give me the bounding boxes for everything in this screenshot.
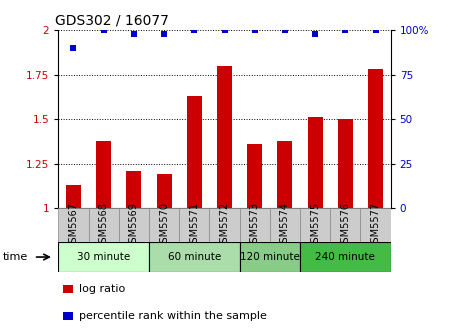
Text: GSM5572: GSM5572 (220, 202, 229, 249)
Point (130, 31, 137, 37)
Bar (338, 119, 353, 208)
Bar (58, 242, 149, 272)
Text: GSM5574: GSM5574 (280, 202, 290, 249)
Bar (277, 141, 292, 208)
Text: GSM5568: GSM5568 (99, 202, 109, 249)
Point (312, 31, 319, 37)
Bar (126, 171, 141, 208)
Text: GSM5567: GSM5567 (69, 202, 79, 249)
Point (342, 28, 349, 33)
Text: GSM5576: GSM5576 (340, 202, 350, 249)
Bar (308, 118, 323, 208)
Point (282, 28, 289, 33)
Text: 240 minute: 240 minute (315, 252, 375, 262)
Bar (247, 144, 262, 208)
Bar (240, 208, 270, 242)
Text: GSM5569: GSM5569 (129, 202, 139, 249)
Bar (361, 208, 391, 242)
Text: percentile rank within the sample: percentile rank within the sample (79, 311, 267, 321)
Bar (240, 242, 300, 272)
Text: 60 minute: 60 minute (167, 252, 221, 262)
Text: GSM5571: GSM5571 (189, 202, 199, 249)
Point (70, 45, 77, 51)
Bar (270, 208, 300, 242)
Bar (179, 208, 209, 242)
Bar (187, 96, 202, 208)
Text: 30 minute: 30 minute (77, 252, 130, 262)
Text: log ratio: log ratio (79, 284, 126, 294)
Text: time: time (2, 252, 27, 262)
Bar (330, 208, 361, 242)
Text: GSM5570: GSM5570 (159, 202, 169, 249)
Bar (119, 208, 149, 242)
Bar (149, 208, 179, 242)
Point (372, 28, 379, 33)
Text: GSM5577: GSM5577 (370, 202, 380, 249)
Bar (300, 208, 330, 242)
Text: 120 minute: 120 minute (240, 252, 300, 262)
Point (221, 28, 228, 33)
Point (160, 31, 167, 37)
Bar (217, 66, 232, 208)
Bar (209, 208, 240, 242)
Bar (368, 70, 383, 208)
Bar (58, 208, 88, 242)
Point (100, 28, 107, 33)
Point (251, 28, 258, 33)
Point (191, 28, 198, 33)
Bar (157, 174, 172, 208)
Text: GSM5575: GSM5575 (310, 202, 320, 249)
Text: GDS302 / 16077: GDS302 / 16077 (55, 14, 169, 28)
Text: GSM5573: GSM5573 (250, 202, 260, 249)
Bar (149, 242, 240, 272)
Bar (88, 208, 119, 242)
Bar (66, 185, 81, 208)
Bar (300, 242, 391, 272)
Bar (96, 141, 111, 208)
